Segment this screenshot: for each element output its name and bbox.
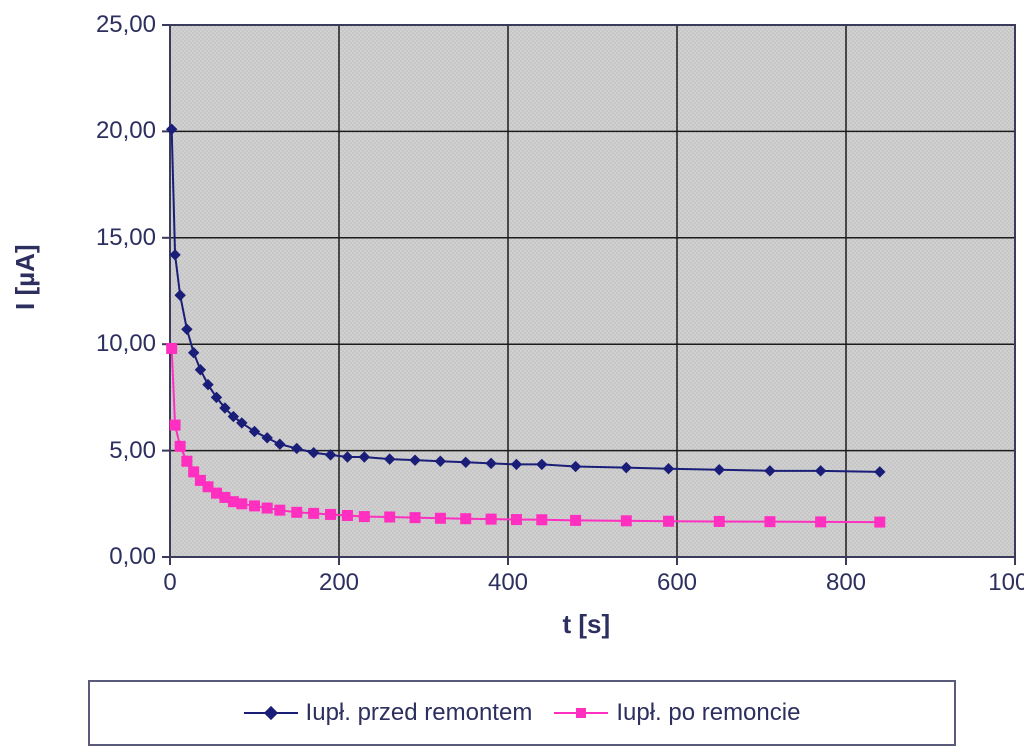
x-tick-label: 200 [309,569,369,597]
legend-item: Iupł. po remoncie [554,699,800,727]
legend: Iupł. przed remontem Iupł. po remoncie [88,680,956,746]
y-tick-label: 20,00 [66,117,156,145]
y-tick-label: 15,00 [66,224,156,252]
legend-text: Iupł. po remoncie [616,699,800,727]
y-tick-label: 5,00 [66,437,156,465]
x-tick-label: 800 [816,569,876,597]
x-tick-label: 600 [647,569,707,597]
y-axis-label: I [µA] [10,244,41,310]
x-tick-label: 0 [140,569,200,597]
legend-swatch [244,704,298,722]
legend-swatch [554,704,608,722]
y-tick-label: 0,00 [66,543,156,571]
x-tick-label: 1000 [985,569,1024,597]
legend-text: Iupł. przed remontem [306,699,533,727]
x-tick-label: 400 [478,569,538,597]
y-tick-label: 10,00 [66,330,156,358]
legend-item: Iupł. przed remontem [244,699,533,727]
x-axis-label: t [s] [563,609,611,640]
y-tick-label: 25,00 [66,11,156,39]
chart-container: I [µA] t [s] 0 200 400 600 800 1000 0,00 5,00 10… [0,0,1024,751]
